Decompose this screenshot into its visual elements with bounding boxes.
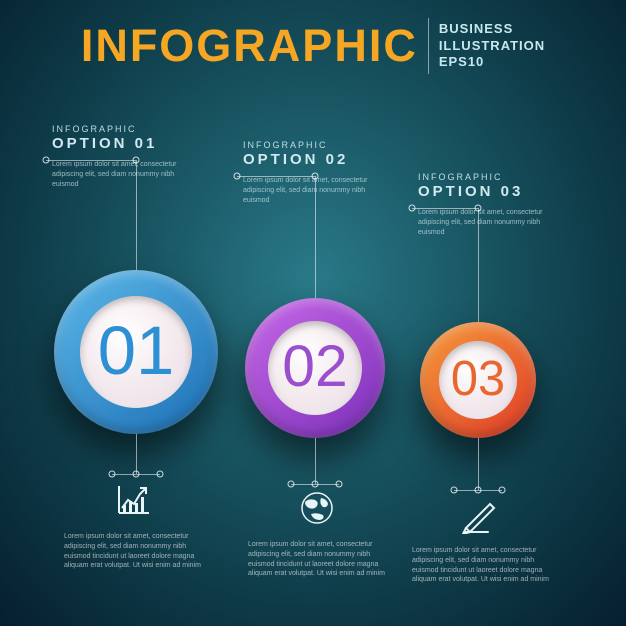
main-title: INFOGRAPHIC [81,20,418,72]
connector-line [315,438,316,484]
connector-line [412,208,478,209]
option-bottom-text: Lorem ipsum dolor sit amet, consectetur … [412,546,552,585]
option-kicker: INFOGRAPHIC [418,172,548,182]
option-description: Lorem ipsum dolor sit amet, consectetur … [243,176,373,205]
connector-dot [451,487,458,494]
option-bottom-text: Lorem ipsum dolor sit amet, consectetur … [248,540,388,579]
connector-line [454,490,502,491]
option-ring-3: 03 [420,322,536,438]
option-kicker: INFOGRAPHIC [243,140,373,150]
connector-dot [499,487,506,494]
globe-icon [297,488,337,528]
header: INFOGRAPHIC BUSINESS ILLUSTRATION EPS10 [0,18,626,74]
connector-line [315,176,316,298]
option-bottom-text: Lorem ipsum dolor sit amet, consectetur … [64,532,204,571]
connector-dot [288,481,295,488]
option-description: Lorem ipsum dolor sit amet, consectetur … [52,160,182,189]
connector-line [112,474,160,475]
connector-line [291,484,339,485]
option-number: 03 [420,351,536,407]
connector-line [136,434,137,474]
connector-dot [109,471,116,478]
connector-line [237,176,315,177]
connector-dot [336,481,343,488]
subtitle-line: ILLUSTRATION [439,38,545,55]
option-label-3: INFOGRAPHICOPTION 03 Lorem ipsum dolor si… [418,172,548,237]
option-name: OPTION 02 [243,151,373,168]
option-name: OPTION 01 [52,135,182,152]
option-number: 01 [54,311,218,390]
option-kicker: INFOGRAPHIC [52,124,182,134]
option-label-2: INFOGRAPHICOPTION 02 Lorem ipsum dolor si… [243,140,373,205]
subtitle-line: BUSINESS [439,21,545,38]
connector-line [478,438,479,490]
pencil-icon [460,494,500,534]
option-ring-1: 01 [54,270,218,434]
subtitle: BUSINESS ILLUSTRATION EPS10 [439,21,545,72]
option-description: Lorem ipsum dolor sit amet, consectetur … [418,208,548,237]
connector-line [478,208,479,322]
subtitle-line: EPS10 [439,54,545,71]
option-ring-2: 02 [245,298,385,438]
option-name: OPTION 03 [418,183,548,200]
header-divider [428,18,429,74]
connector-dot [157,471,164,478]
option-label-1: INFOGRAPHICOPTION 01 Lorem ipsum dolor si… [52,124,182,189]
option-number: 02 [245,333,385,400]
connector-line [46,160,136,161]
connector-line [136,160,137,270]
chart-icon [114,478,154,518]
